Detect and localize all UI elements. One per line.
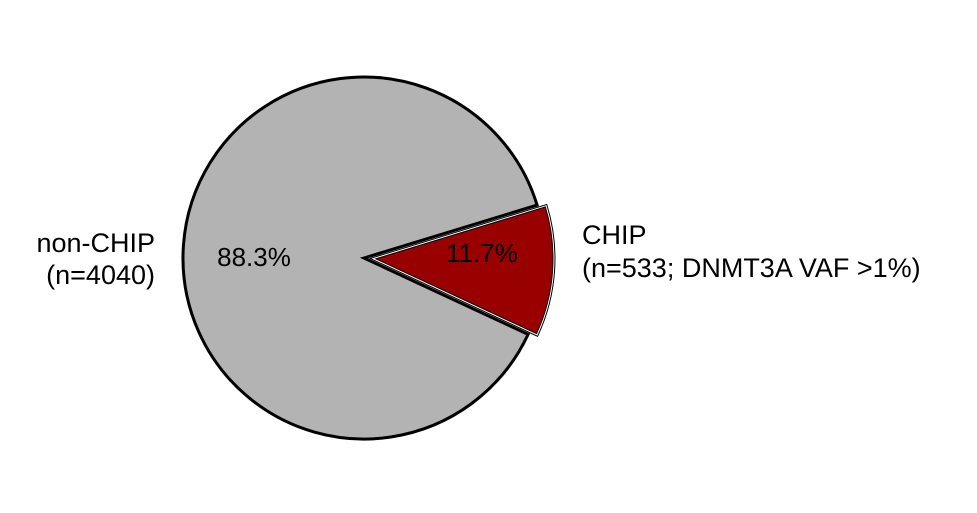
percent-label-chip: 11.7% — [446, 238, 518, 268]
slice-label-chip: CHIP — [582, 220, 647, 250]
slice-count-non-chip: (n=4040) — [46, 260, 155, 290]
pie-slice-non-chip — [181, 75, 539, 441]
percent-label-non-chip: 88.3% — [217, 242, 291, 272]
slice-label-non-chip: non-CHIP — [36, 228, 155, 258]
pie-slices — [181, 75, 556, 441]
pie-slice-highlight-chip — [371, 205, 555, 336]
slice-count-chip: (n=533; DNMT3A VAF >1%) — [582, 253, 921, 283]
